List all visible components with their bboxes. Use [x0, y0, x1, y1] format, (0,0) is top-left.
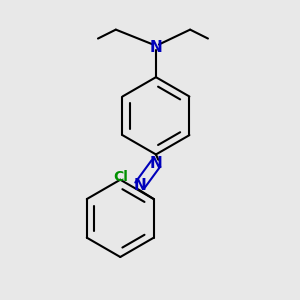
- Text: N: N: [133, 178, 146, 193]
- Text: N: N: [150, 40, 162, 55]
- Text: N: N: [150, 156, 162, 171]
- Text: Cl: Cl: [113, 170, 128, 184]
